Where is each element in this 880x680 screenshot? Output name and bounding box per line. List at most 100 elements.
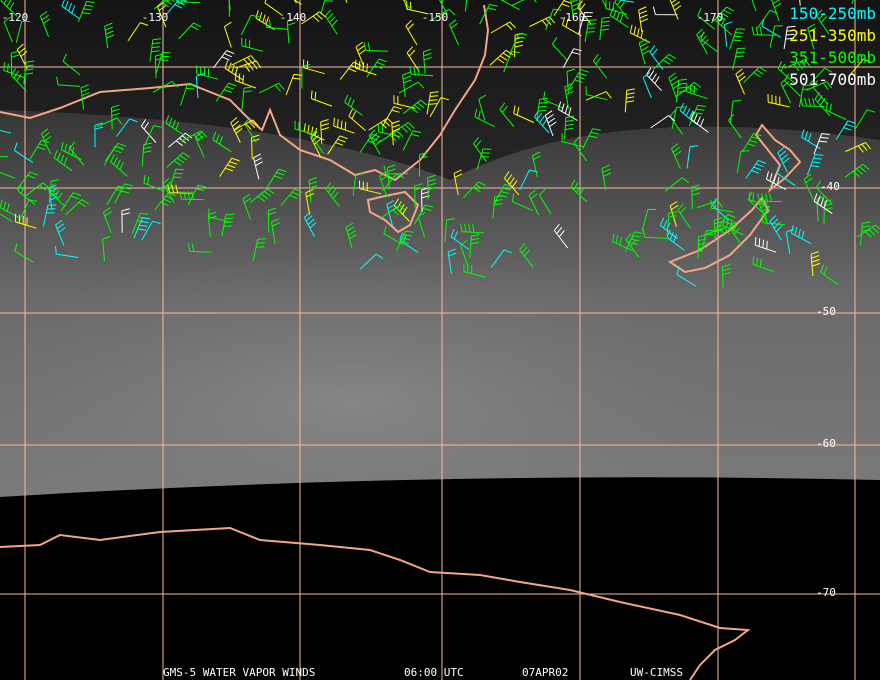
wind-barb [553, 0, 574, 16]
wind-barb [675, 78, 688, 103]
wind-barb [815, 180, 833, 204]
wind-barb [697, 234, 707, 259]
wind-barb [816, 9, 830, 35]
wind-barb [48, 184, 66, 208]
wind-barb [149, 38, 162, 62]
wind-barb [601, 164, 612, 191]
wind-barb [743, 66, 767, 83]
wind-barb [751, 26, 776, 36]
wind-barb [230, 117, 243, 143]
wind-barb [812, 80, 828, 105]
wind-barb [381, 204, 406, 219]
wind-barb [13, 142, 34, 163]
wind-barb [503, 171, 520, 196]
wind-barb [419, 152, 428, 177]
wind-barb [165, 0, 188, 16]
wind-barb [777, 146, 790, 173]
wind-barb [55, 219, 66, 246]
wind-barb [806, 154, 824, 176]
wind-barb [77, 1, 95, 23]
wind-barb [177, 0, 201, 4]
wind-barb [141, 142, 152, 167]
wind-barb [303, 211, 317, 238]
wind-barb [585, 86, 608, 101]
wind-barb [267, 207, 277, 233]
wind-barb [561, 16, 582, 37]
wind-barb [814, 92, 831, 116]
wind-barb [564, 115, 575, 140]
wind-barb [668, 72, 681, 99]
wind-barb [564, 83, 574, 109]
wind-barb [305, 188, 315, 215]
footer: GMS-5 WATER VAPOR WINDS 06:00 UTC 07APR0… [163, 666, 683, 679]
wind-barb [111, 104, 120, 130]
wind-barb [422, 48, 432, 74]
footer-source: UW-CIMSS [630, 666, 683, 679]
wind-barb [641, 208, 657, 231]
wind-barb [582, 128, 601, 149]
wind-barb [249, 188, 275, 203]
wind-barb [3, 16, 13, 43]
wind-barb [103, 145, 124, 166]
wind-barb [686, 145, 699, 169]
wind-barb [212, 131, 232, 153]
wind-barb [393, 198, 410, 222]
legend: 150-250mb 251-350mb 351-500mb 501-700mb [789, 4, 876, 89]
wind-barb [266, 168, 287, 189]
wind-barb [215, 82, 237, 102]
wind-barb [536, 97, 548, 122]
lon-label: -170 [697, 11, 724, 24]
wind-barb [688, 104, 706, 126]
wind-barb [553, 223, 569, 249]
wind-barb [55, 245, 79, 258]
wind-barb [469, 234, 480, 258]
wind-barb [241, 86, 253, 111]
wind-barb [624, 88, 635, 113]
footer-product: GMS-5 WATER VAPOR WINDS [163, 666, 315, 679]
australia-coast [0, 4, 490, 182]
wind-barb [669, 0, 682, 20]
wind-barb [417, 211, 426, 238]
wind-barb [310, 129, 325, 155]
wind-barb [493, 183, 513, 205]
wind-barb [736, 150, 750, 173]
wind-barb [573, 136, 588, 162]
wind-barb [676, 82, 702, 97]
wind-barb [0, 213, 13, 223]
lon-label: -160 [559, 11, 586, 24]
wind-barb [528, 189, 540, 216]
wind-barb [94, 122, 104, 148]
wind-barb [557, 101, 578, 121]
wind-barb [450, 228, 470, 250]
wind-barb [463, 263, 486, 278]
wind-barb [233, 119, 259, 131]
wind-barb [165, 115, 185, 136]
wind-barb [280, 188, 303, 207]
wind-barb [514, 32, 524, 58]
wind-barb [414, 204, 434, 225]
lon-label: -140 [280, 11, 307, 24]
latitude-labels: -40 -50 -60 -70 [816, 180, 840, 599]
wind-barb [735, 68, 746, 95]
wind-barb [241, 37, 264, 52]
wind-barb [813, 133, 830, 155]
wind-barb [61, 0, 81, 20]
wind-barb [784, 59, 811, 72]
wind-barb [345, 222, 357, 249]
wind-barb [609, 7, 629, 28]
wind-barb [69, 141, 85, 166]
wind-barb [102, 207, 112, 234]
wind-barb [500, 0, 520, 11]
wind-barbs [0, 0, 880, 289]
wind-barb [499, 102, 515, 127]
lat-label: -60 [816, 437, 836, 450]
wind-barb [427, 174, 437, 200]
wind-barb [729, 28, 745, 50]
wind-barb [258, 82, 285, 94]
wind-barb [444, 218, 455, 242]
wind-barb [703, 227, 730, 237]
wind-barb [141, 220, 161, 241]
wind-barb [453, 169, 463, 195]
wind-barb [80, 84, 90, 110]
